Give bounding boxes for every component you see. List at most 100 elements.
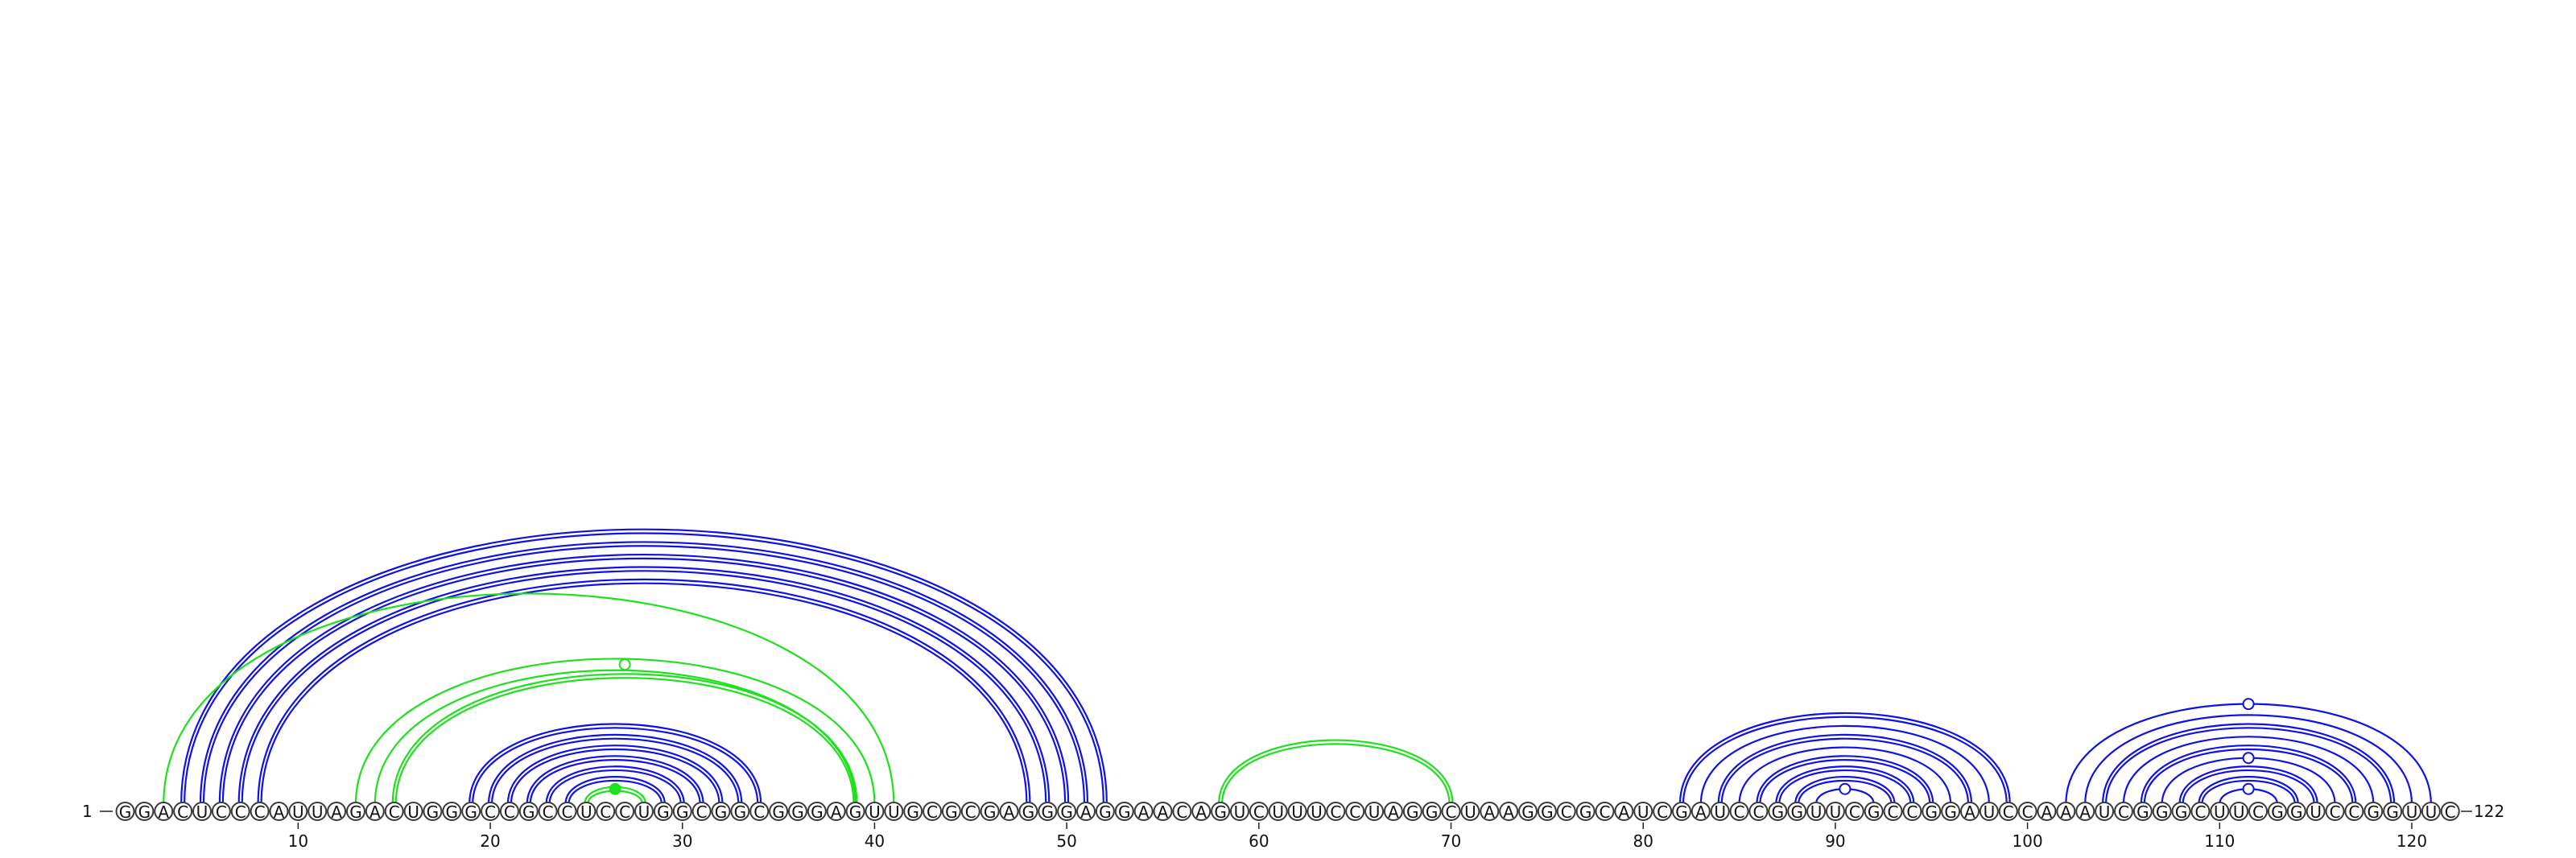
nucleotide-letter: G <box>1042 802 1055 822</box>
nucleotide-letter: C <box>2118 802 2129 822</box>
nucleotide-letter: U <box>2406 802 2418 822</box>
nucleotide-letter: C <box>254 802 266 822</box>
arc-markers <box>610 659 2254 794</box>
nucleotide-letter: G <box>1060 802 1073 822</box>
nucleotide-letter: C <box>1176 802 1187 822</box>
nucleotide-letter: U <box>1234 802 1246 822</box>
nucleotide-letter: G <box>2290 802 2303 822</box>
nucleotide-letter: A <box>1195 802 1207 822</box>
nucleotide-letter: A <box>2041 802 2053 822</box>
nucleotide-letter: C <box>1600 802 1611 822</box>
nucleotide-letter: G <box>349 802 362 822</box>
base-pair-arc <box>1219 740 1452 804</box>
nucleotide-letter: U <box>312 802 324 822</box>
nucleotide-letter: C <box>1561 802 1572 822</box>
nucleotide-letter: G <box>2368 802 2380 822</box>
nucleotide-letter: G <box>2386 802 2399 822</box>
nucleotide-letter: C <box>2445 802 2456 822</box>
tick-label: 60 <box>1249 831 1269 851</box>
nucleotide-letter: U <box>1810 802 1823 822</box>
base-pair-arc <box>1222 744 1449 804</box>
nucleotide-letter: G <box>1772 802 1785 822</box>
tick-label: 50 <box>1056 831 1076 851</box>
nucleotide-letter: A <box>2079 802 2091 822</box>
nucleotide-letter: G <box>676 802 689 822</box>
nucleotide-letter: A <box>1004 802 1015 822</box>
nucleotide-letter: A <box>1695 802 1707 822</box>
nucleotide-letter: C <box>753 802 765 822</box>
nucleotide-letter: U <box>638 802 650 822</box>
nucleotide-letter: A <box>1080 802 1092 822</box>
nucleotide-letter: G <box>945 802 958 822</box>
arc-apex-marker <box>1839 784 1850 794</box>
nucleotide-letter: U <box>1311 802 1323 822</box>
nucleotide-letter: U <box>869 802 881 822</box>
nucleotide-letter: G <box>1926 802 1938 822</box>
nucleotide-letter: C <box>1888 802 1899 822</box>
base-pair-arc <box>184 533 1104 804</box>
nucleotide-letter: G <box>1022 802 1035 822</box>
nucleotide-letter: C <box>2194 802 2206 822</box>
nucleotide-letter: A <box>274 802 285 822</box>
nucleotide-letter: G <box>1099 802 1112 822</box>
tick-label: 40 <box>865 831 885 851</box>
nucleotide-letter: G <box>715 802 728 822</box>
nucleotide-letter: U <box>1368 802 1381 822</box>
nucleotide-letter: U <box>2425 802 2438 822</box>
nucleotide-letter: G <box>522 802 535 822</box>
nucleotide-letter: G <box>1579 802 1592 822</box>
nucleotide-letter: G <box>811 802 824 822</box>
nucleotide-letter: C <box>1657 802 1668 822</box>
nucleotide-letter: G <box>1214 802 1227 822</box>
nucleotide-letter: C <box>1752 802 1764 822</box>
nucleotide-letter: U <box>2310 802 2322 822</box>
nucleotide-letter: G <box>1118 802 1131 822</box>
base-pair-arc <box>223 559 1065 804</box>
nucleotide-letter: A <box>1484 802 1495 822</box>
nucleotide-letter: U <box>580 802 592 822</box>
nucleotide-letter: U <box>1830 802 1842 822</box>
nucleotide-letter: U <box>1637 802 1649 822</box>
nucleotide-letter: G <box>1406 802 1419 822</box>
nucleotide-letter: A <box>1388 802 1399 822</box>
arc-apex-marker <box>620 659 630 670</box>
nucleotide-letter: G <box>1868 802 1880 822</box>
nucleotide-letter: U <box>1714 802 1726 822</box>
nucleotide-letter: A <box>369 802 381 822</box>
nucleotide-letter: C <box>965 802 976 822</box>
nucleotide-letter: C <box>1349 802 1360 822</box>
nucleotide-letter: C <box>2003 802 2014 822</box>
nucleotide-letter: C <box>2252 802 2264 822</box>
nucleotide-letter: U <box>1464 802 1476 822</box>
nucleotide-letter: G <box>984 802 997 822</box>
nucleotide-letter: C <box>389 802 400 822</box>
position-ticks: 10 20 30 40 50 60 70 80 90 100 110 120 <box>288 823 2428 851</box>
nucleotide-letter: C <box>619 802 630 822</box>
base-pair-arcs <box>163 530 2431 804</box>
nucleotide-letter: G <box>446 802 459 822</box>
nucleotide-letter: C <box>1253 802 1265 822</box>
nucleotide-letter: C <box>216 802 227 822</box>
nucleotide-letter: G <box>2156 802 2169 822</box>
nucleotide-letter: C <box>927 802 938 822</box>
nucleotide-letter: A <box>1138 802 1150 822</box>
nucleotide-letter: C <box>485 802 496 822</box>
nucleotide-letter: U <box>2233 802 2245 822</box>
nucleotide-letter: C <box>696 802 708 822</box>
nucleotide-letter: A <box>1619 802 1630 822</box>
nucleotide-letter: A <box>331 802 342 822</box>
nucleotide-letter: A <box>1158 802 1169 822</box>
nucleotide-letter: U <box>2214 802 2226 822</box>
nucleotide-letter: C <box>1906 802 1918 822</box>
nucleotide-letter: C <box>600 802 611 822</box>
nucleotide-letter: G <box>138 802 151 822</box>
tick-label: 30 <box>672 831 692 851</box>
nucleotide-letter: G <box>849 802 862 822</box>
nucleotide-letter: A <box>158 802 169 822</box>
nucleotide-letter: C <box>543 802 554 822</box>
nucleotide-letter: G <box>2136 802 2149 822</box>
start-position-label: 1 <box>82 802 93 821</box>
tick-label: 80 <box>1633 831 1653 851</box>
nucleotide-letter: G <box>119 802 132 822</box>
